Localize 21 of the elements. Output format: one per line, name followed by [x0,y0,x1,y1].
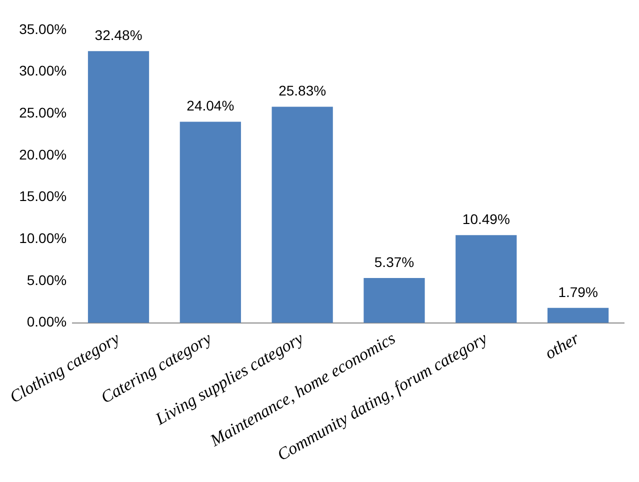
y-tick-label: 15.00% [19,188,67,204]
y-tick-label: 10.00% [19,230,67,246]
bar [180,122,241,323]
data-label: 10.49% [462,210,510,227]
bar [547,308,609,323]
data-label: 5.37% [374,254,414,270]
data-label: 1.79% [558,284,598,300]
y-tick-label: 35.00% [19,20,67,37]
data-label: 24.04% [186,98,234,114]
data-label: 25.83% [278,82,326,99]
data-label: 32.48% [94,26,142,43]
bar [456,235,517,323]
bar [272,106,333,323]
y-tick-label: 25.00% [19,104,67,121]
y-tick-label: 0.00% [26,314,67,330]
y-tick-label: 20.00% [19,146,67,162]
bar [88,51,150,323]
bar [364,278,425,323]
x-tick-label: other [542,328,583,363]
y-tick-label: 5.00% [26,272,67,288]
y-tick-label: 30.00% [19,62,67,79]
